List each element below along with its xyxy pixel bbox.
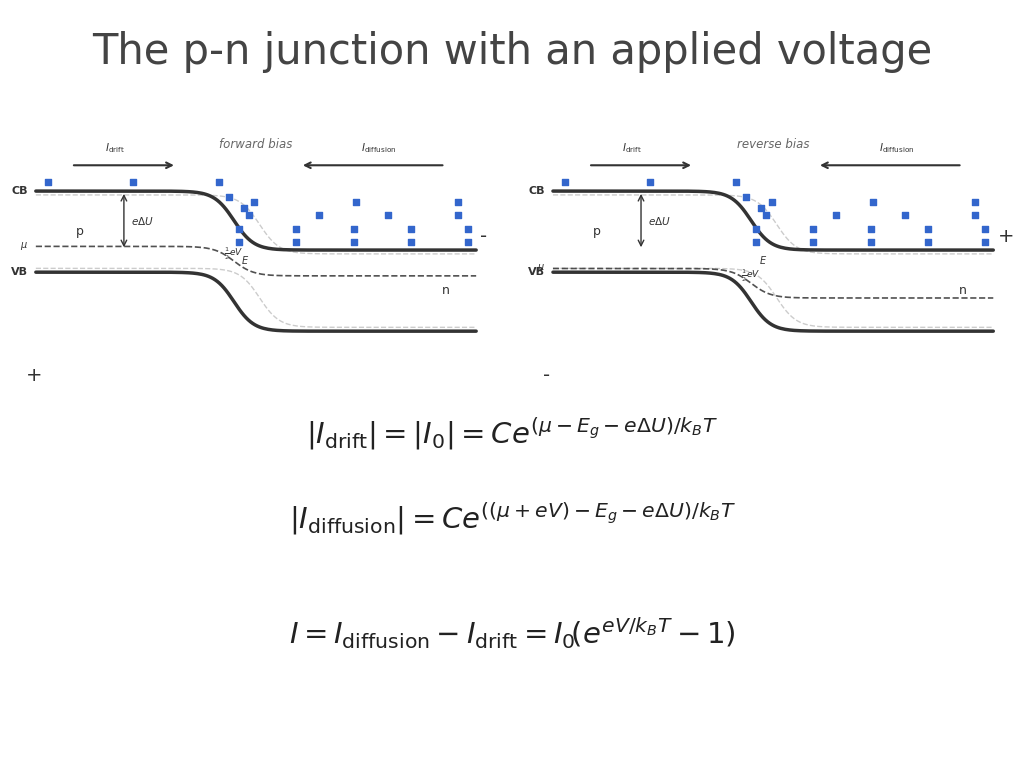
Text: $I_{\rm diffusion}$: $I_{\rm diffusion}$	[361, 141, 397, 155]
Text: $\frac{1}{2}eV$: $\frac{1}{2}eV$	[741, 267, 761, 284]
Point	[211, 176, 227, 188]
Point	[242, 209, 258, 221]
Point	[345, 237, 361, 249]
Point	[246, 196, 262, 208]
Text: $\frac{1}{2}eV$: $\frac{1}{2}eV$	[224, 246, 244, 262]
Point	[920, 223, 936, 235]
Text: $I_{\rm diffusion}$: $I_{\rm diffusion}$	[879, 141, 914, 155]
Point	[754, 202, 770, 214]
Point	[380, 209, 396, 221]
Point	[345, 223, 361, 235]
Point	[642, 176, 658, 188]
Text: $I = I_{\mathrm{diffusion}} - I_{\mathrm{drift}} = I_0\!\left(e^{eV/k_BT} - 1\ri: $I = I_{\mathrm{diffusion}} - I_{\mathrm…	[289, 616, 735, 651]
Point	[967, 209, 983, 221]
Point	[862, 237, 879, 249]
Point	[748, 223, 764, 235]
Point	[402, 223, 419, 235]
Point	[977, 223, 993, 235]
Point	[221, 191, 238, 204]
Point	[764, 196, 780, 208]
Point	[40, 176, 56, 188]
Point	[805, 223, 821, 235]
Point	[737, 191, 754, 204]
Point	[748, 237, 764, 249]
Point	[920, 237, 936, 249]
Point	[231, 237, 248, 249]
Text: +: +	[26, 366, 42, 385]
Point	[758, 209, 775, 221]
Text: -: -	[543, 366, 550, 385]
Text: p: p	[76, 225, 84, 238]
Text: forward bias: forward bias	[219, 137, 293, 151]
Point	[460, 223, 476, 235]
Text: n: n	[441, 284, 450, 297]
Point	[348, 196, 365, 208]
Text: $\mu$: $\mu$	[19, 240, 28, 253]
Point	[805, 237, 821, 249]
Text: $e\Delta U$: $e\Delta U$	[131, 214, 154, 227]
Point	[288, 223, 304, 235]
Point	[310, 209, 327, 221]
Text: CB: CB	[11, 186, 28, 196]
Point	[450, 196, 466, 208]
Text: $|I_{\mathrm{drift}}| = |I_0| = Ce^{(\mu-E_g-e\Delta U)/k_BT}$: $|I_{\mathrm{drift}}| = |I_0| = Ce^{(\mu…	[306, 415, 718, 452]
Point	[977, 237, 993, 249]
Text: E: E	[760, 256, 765, 266]
Point	[460, 237, 476, 249]
Text: CB: CB	[528, 186, 545, 196]
Text: reverse bias: reverse bias	[737, 137, 809, 151]
Text: n: n	[958, 284, 967, 297]
Point	[557, 176, 573, 188]
Point	[865, 196, 882, 208]
Point	[827, 209, 844, 221]
Point	[862, 223, 879, 235]
Text: $I_{\rm drift}$: $I_{\rm drift}$	[105, 141, 125, 155]
Point	[897, 209, 913, 221]
Text: -: -	[480, 227, 487, 246]
Text: VB: VB	[527, 267, 545, 277]
Point	[288, 237, 304, 249]
Point	[231, 223, 248, 235]
Point	[402, 237, 419, 249]
Point	[236, 202, 253, 214]
Text: p: p	[593, 225, 601, 238]
Text: +: +	[997, 227, 1014, 246]
Text: $|I_{\mathrm{diffusion}}| = Ce^{((\mu+eV)-E_g-e\Delta U)/k_BT}$: $|I_{\mathrm{diffusion}}| = Ce^{((\mu+eV…	[289, 500, 735, 537]
Text: E: E	[243, 256, 248, 266]
Text: The p-n junction with an applied voltage: The p-n junction with an applied voltage	[92, 31, 932, 73]
Point	[450, 209, 466, 221]
Point	[125, 176, 141, 188]
Text: $\mu$: $\mu$	[537, 263, 545, 274]
Point	[727, 176, 743, 188]
Text: $e\Delta U$: $e\Delta U$	[648, 214, 671, 227]
Text: VB: VB	[10, 267, 28, 277]
Point	[967, 196, 983, 208]
Text: $I_{\rm drift}$: $I_{\rm drift}$	[623, 141, 642, 155]
